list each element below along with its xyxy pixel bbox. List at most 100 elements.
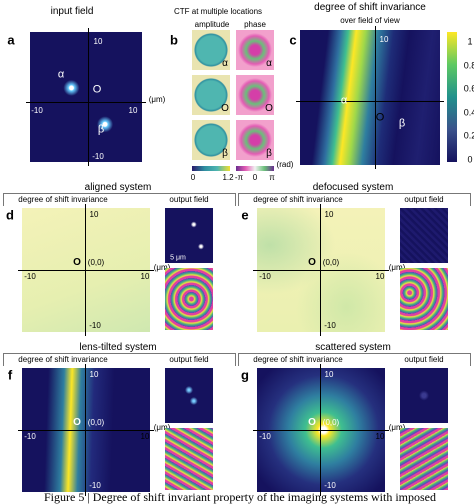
colorbar-tick: 0.4	[463, 107, 474, 117]
axis-unit: (μm)	[388, 263, 406, 272]
column-title: degree of shift invariance	[253, 355, 343, 364]
colorbar-tick: 1.2	[222, 173, 234, 182]
marker: O	[92, 83, 102, 96]
colorbar-tick: -π	[234, 173, 244, 182]
column-title: output field	[169, 195, 209, 204]
amplitude-colorbar	[192, 166, 230, 171]
axis-line	[320, 364, 321, 496]
colorbar-tick: 0	[252, 173, 258, 182]
origin: O	[308, 257, 316, 268]
panel-label: b	[170, 32, 178, 48]
system-title: aligned system	[84, 182, 152, 193]
axis-line	[18, 270, 154, 271]
output-field	[400, 368, 448, 423]
colorbar-tick: π	[269, 173, 275, 182]
axis-line	[85, 204, 86, 336]
axis-label: -10	[24, 432, 36, 441]
origin-coords: (0,0)	[322, 418, 340, 427]
column-title: phase	[244, 20, 266, 29]
input-field	[30, 32, 142, 162]
axis-label: 10	[89, 370, 99, 379]
axis-line	[88, 28, 89, 166]
colorbar-tick: 0.8	[463, 60, 474, 70]
output-phase	[165, 428, 213, 490]
column-title: degree of shift invariance	[18, 195, 108, 204]
output-phase	[400, 268, 448, 330]
axis-label: 10	[140, 432, 150, 441]
header-box	[3, 193, 236, 206]
origin-coords: (0,0)	[87, 258, 105, 267]
axis-label: 10	[324, 370, 334, 379]
panel-label: f	[7, 367, 13, 383]
column-title: degree of shift invariance	[253, 195, 343, 204]
column-title: amplitude	[194, 20, 230, 29]
output-field	[165, 368, 213, 423]
panel-label: d	[6, 207, 14, 223]
axis-unit: (μm)	[388, 423, 406, 432]
axis-label: 10	[379, 35, 389, 44]
header-box	[238, 193, 471, 206]
colorbar-tick: 0	[467, 154, 473, 164]
colorbar-tick: 0.6	[463, 83, 474, 94]
phase-tile	[236, 30, 274, 70]
axis-unit: (μm)	[153, 263, 171, 272]
column-title: output field	[404, 355, 444, 364]
panel-label: a	[7, 32, 15, 48]
axis-label: 10	[140, 272, 150, 281]
axis-label: 10	[375, 272, 385, 281]
output-phase	[165, 268, 213, 330]
panel-label: g	[241, 367, 249, 383]
column-title: output field	[169, 355, 209, 364]
axis-line	[26, 102, 146, 103]
phase-tile	[236, 75, 274, 115]
colorbar-tick: 1	[467, 36, 473, 47]
axis-label: -10	[259, 272, 271, 281]
colorbar	[447, 32, 457, 162]
axis-line	[253, 430, 389, 431]
output-field	[165, 208, 213, 263]
axis-line	[296, 101, 444, 102]
axis-label: 10	[89, 210, 99, 219]
tile-label: α	[266, 58, 272, 69]
marker: β	[97, 123, 105, 136]
axis-label: -10	[24, 272, 36, 281]
caption: Figure 5 | Degree of shift invariant pro…	[44, 490, 436, 504]
panel-title: input field	[50, 6, 94, 17]
panel-title: CTF at multiple locations	[173, 7, 263, 16]
amplitude-tile	[192, 30, 230, 70]
tile-label: β	[266, 148, 272, 159]
header-box	[238, 353, 471, 366]
marker: α	[57, 68, 65, 81]
panel-label: c	[289, 32, 297, 48]
origin: O	[73, 417, 81, 428]
scale-bar: 5 μm	[170, 254, 186, 262]
tile-label: α	[222, 58, 228, 69]
tile-label: O	[221, 103, 229, 114]
axis-label: -10	[89, 481, 101, 490]
axis-line	[253, 270, 389, 271]
colorbar-tick: 0	[190, 173, 196, 182]
origin-coords: (0,0)	[322, 258, 340, 267]
system-title: defocused system	[312, 182, 394, 193]
panel-subtitle: over field of view	[340, 16, 400, 25]
axis-label: -10	[89, 321, 101, 330]
amplitude-tile	[192, 120, 230, 160]
column-title: output field	[404, 195, 444, 204]
phase-colorbar	[236, 166, 274, 171]
axis-line	[320, 204, 321, 336]
system-title: lens-tilted system	[79, 342, 157, 353]
axis-label: -10	[259, 432, 271, 441]
amplitude-tile	[192, 75, 230, 115]
header-box	[3, 353, 236, 366]
axis-label: -10	[31, 106, 43, 115]
colorbar-unit: (rad)	[276, 160, 294, 169]
marker: β	[398, 117, 406, 130]
axis-label: -10	[92, 152, 104, 161]
invariance-map	[300, 30, 440, 165]
tile-label: O	[265, 103, 273, 114]
axis-label: 10	[93, 37, 103, 46]
column-title: degree of shift invariance	[18, 355, 108, 364]
origin: O	[308, 417, 316, 428]
axis-label: -10	[324, 481, 336, 490]
